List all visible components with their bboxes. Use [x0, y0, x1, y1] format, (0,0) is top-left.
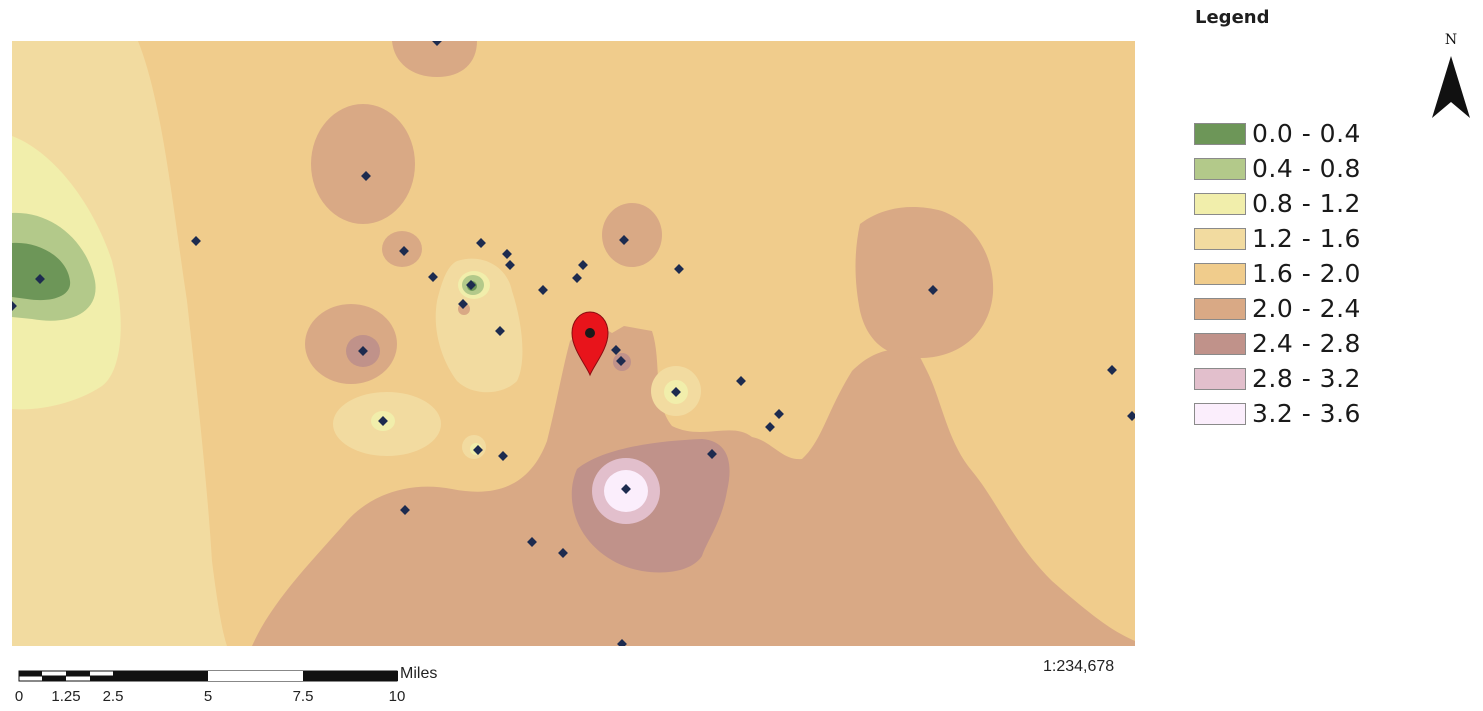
sample-point[interactable]: [707, 449, 717, 459]
sample-point[interactable]: [774, 409, 784, 419]
zone-east-circle: [855, 207, 994, 359]
legend-swatch: [1194, 402, 1246, 425]
legend-item: 2.4 - 2.8: [1194, 326, 1414, 361]
scale-tick-0: 0: [14, 688, 24, 705]
sample-point[interactable]: [765, 422, 775, 432]
sample-point[interactable]: [928, 285, 938, 295]
sample-point[interactable]: [358, 346, 368, 356]
sample-point[interactable]: [611, 345, 621, 355]
legend-swatch: [1194, 297, 1246, 320]
legend-title: Legend: [1195, 7, 1270, 28]
legend-swatch: [1194, 157, 1246, 180]
sample-point[interactable]: [558, 548, 568, 558]
sample-point[interactable]: [538, 285, 548, 295]
legend-swatch: [1194, 332, 1246, 355]
legend-item: 0.8 - 1.2: [1194, 186, 1414, 221]
sample-point[interactable]: [191, 236, 201, 246]
legend-items: 0.0 - 0.4 0.4 - 0.8 0.8 - 1.2 1.2 - 1.6 1.6 …: [1194, 116, 1414, 431]
legend-label: 1.2 - 1.6: [1252, 224, 1361, 253]
scale-unit: Miles: [400, 665, 438, 682]
sample-point[interactable]: [674, 264, 684, 274]
scale-bar-graphic: [18, 670, 398, 682]
legend-label: 3.2 - 3.6: [1252, 399, 1361, 428]
map-pin-icon[interactable]: [571, 311, 609, 377]
map-surface: [12, 41, 1135, 646]
legend-item: 1.6 - 2.0: [1194, 256, 1414, 291]
legend-label: 2.0 - 2.4: [1252, 294, 1361, 323]
sample-point[interactable]: [619, 235, 629, 245]
north-arrow-icon: N: [1428, 32, 1474, 124]
north-letter: N: [1444, 32, 1458, 48]
zone-central-lobe: [435, 258, 523, 393]
legend-swatch: [1194, 122, 1246, 145]
zone-nw-circle: [311, 104, 415, 224]
legend-item: 1.2 - 1.6: [1194, 221, 1414, 256]
legend-item: 0.4 - 0.8: [1194, 151, 1414, 186]
legend-label: 2.8 - 3.2: [1252, 364, 1361, 393]
scale-tick-4: 7.5: [292, 688, 314, 705]
sample-point[interactable]: [527, 537, 537, 547]
legend: Legend 0.0 - 0.4 0.4 - 0.8 0.8 - 1.2 1.2 - …: [1194, 6, 1414, 431]
sample-point[interactable]: [578, 260, 588, 270]
scale-tick-5: 10: [388, 688, 406, 705]
sample-point[interactable]: [1107, 365, 1117, 375]
zone-wedge: [152, 461, 200, 493]
sample-point[interactable]: [621, 484, 631, 494]
sample-point[interactable]: [671, 387, 681, 397]
scale-tick-2: 2.5: [102, 688, 124, 705]
zone-west-green-dark: [12, 242, 71, 301]
scale-tick-3: 5: [203, 688, 213, 705]
sample-point[interactable]: [378, 416, 388, 426]
legend-swatch: [1194, 367, 1246, 390]
legend-label: 1.6 - 2.0: [1252, 259, 1361, 288]
legend-label: 0.4 - 0.8: [1252, 154, 1361, 183]
legend-swatch: [1194, 227, 1246, 250]
sample-point[interactable]: [498, 451, 508, 461]
legend-item: 0.0 - 0.4: [1194, 116, 1414, 151]
scale-ratio: 1:234,678: [1043, 658, 1115, 675]
sample-point[interactable]: [736, 376, 746, 386]
sample-point[interactable]: [476, 238, 486, 248]
sample-point[interactable]: [616, 356, 626, 366]
legend-item: 3.2 - 3.6: [1194, 396, 1414, 431]
legend-item: 2.0 - 2.4: [1194, 291, 1414, 326]
sample-point[interactable]: [1127, 411, 1135, 421]
sample-point[interactable]: [473, 445, 483, 455]
zone-north-circle: [392, 41, 477, 77]
sample-point[interactable]: [458, 299, 468, 309]
sample-point[interactable]: [400, 505, 410, 515]
sample-point[interactable]: [361, 171, 371, 181]
sample-point[interactable]: [495, 326, 505, 336]
scale-bar: 0 1.25 2.5 5 7.5 10 Miles: [14, 664, 458, 711]
scale-tick-1: 1.25: [51, 688, 81, 705]
legend-label: 0.8 - 1.2: [1252, 189, 1361, 218]
legend-swatch: [1194, 192, 1246, 215]
legend-item: 2.8 - 3.2: [1194, 361, 1414, 396]
zone-center-north-circle: [602, 203, 662, 267]
sample-point[interactable]: [399, 246, 409, 256]
legend-label: 2.4 - 2.8: [1252, 329, 1361, 358]
north-arrow-shape: [1432, 56, 1470, 118]
legend-label: 0.0 - 0.4: [1252, 119, 1361, 148]
legend-swatch: [1194, 262, 1246, 285]
interpolation-map[interactable]: [12, 41, 1135, 646]
sample-point[interactable]: [572, 273, 582, 283]
sample-point[interactable]: [617, 639, 627, 646]
